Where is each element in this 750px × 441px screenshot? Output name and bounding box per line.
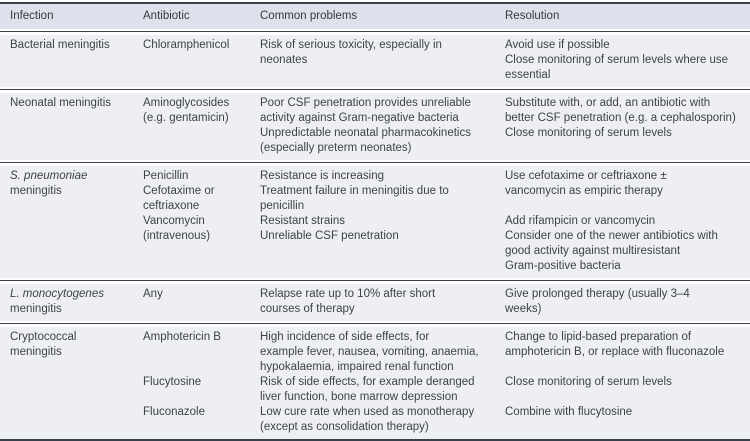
table-top-rule [0, 2, 750, 4]
infection-name: meningitis [10, 303, 62, 315]
common-problems-cell: High incidence of side effects, for exam… [260, 331, 479, 433]
resolution-cell: Give prolonged therapy (usually 3–4 week… [505, 288, 690, 315]
row-divider [0, 160, 750, 166]
infection-name: meningitis [10, 185, 62, 197]
resolution-cell: Avoid use if possible Close monitoring o… [505, 39, 729, 81]
column-header-resolution: Resolution [505, 10, 560, 22]
table-row-cryptococcal-meningitis: Cryptococcal meningitis Amphotericin B F… [0, 327, 750, 439]
column-header-infection: Infection [10, 10, 54, 22]
antibiotic-cell: Any [143, 288, 163, 300]
table-row-bacterial-meningitis: Bacterial meningitis Chloramphenicol Ris… [0, 35, 750, 87]
infection-name: Neonatal meningitis [10, 97, 112, 109]
resolution-cell: Substitute with, or add, an antibiotic w… [505, 97, 736, 139]
infection-cell: Neonatal meningitis [10, 96, 143, 156]
column-header-common-problems: Common problems [260, 10, 358, 22]
infection-species-name: L. monocytogenes [10, 288, 104, 300]
common-problems-cell: Resistance is increasing Treatment failu… [260, 170, 449, 242]
common-problems-cell: Risk of serious toxicity, especially in … [260, 39, 442, 66]
infection-cell: Bacterial meningitis [10, 38, 143, 83]
resolution-cell: Change to lipid-based preparation of amp… [505, 331, 725, 418]
row-divider [0, 321, 750, 327]
infection-cell: S. pneumoniae meningitis [10, 169, 143, 274]
infection-cell: L. monocytogenes meningitis [10, 287, 143, 317]
infection-name: Bacterial meningitis [10, 39, 110, 51]
table-row-s-pneumoniae-meningitis: S. pneumoniae meningitis Penicillin Cefot… [0, 166, 750, 278]
antibiotic-cell: Chloramphenicol [143, 39, 230, 51]
resolution-cell: Use cefotaxime or ceftriaxone ± vancomyc… [505, 170, 718, 272]
row-divider [0, 278, 750, 284]
antibiotic-cell: Penicillin Cefotaxime or ceftriaxone Van… [143, 170, 215, 242]
infection-species-name: S. pneumoniae [10, 170, 88, 182]
infection-cell: Cryptococcal meningitis [10, 330, 143, 435]
antibiotic-cell: Aminoglycosides (e.g. gentamicin) [143, 97, 230, 124]
antibiotic-cell: Amphotericin B Flucytosine Fluconazole [143, 331, 221, 418]
table-row-neonatal-meningitis: Neonatal meningitis Aminoglycosides (e.g… [0, 93, 750, 160]
table-header-row: Infection Antibiotic Common problems Res… [0, 4, 750, 29]
infection-name: Cryptococcal meningitis [10, 331, 77, 358]
table-row-l-monocytogenes-meningitis: L. monocytogenes meningitis Any Relapse r… [0, 284, 750, 321]
column-header-antibiotic: Antibiotic [143, 10, 190, 22]
common-problems-cell: Relapse rate up to 10% after short cours… [260, 288, 436, 315]
common-problems-cell: Poor CSF penetration provides unreliable… [260, 97, 471, 154]
row-divider [0, 29, 750, 35]
row-divider [0, 87, 750, 93]
